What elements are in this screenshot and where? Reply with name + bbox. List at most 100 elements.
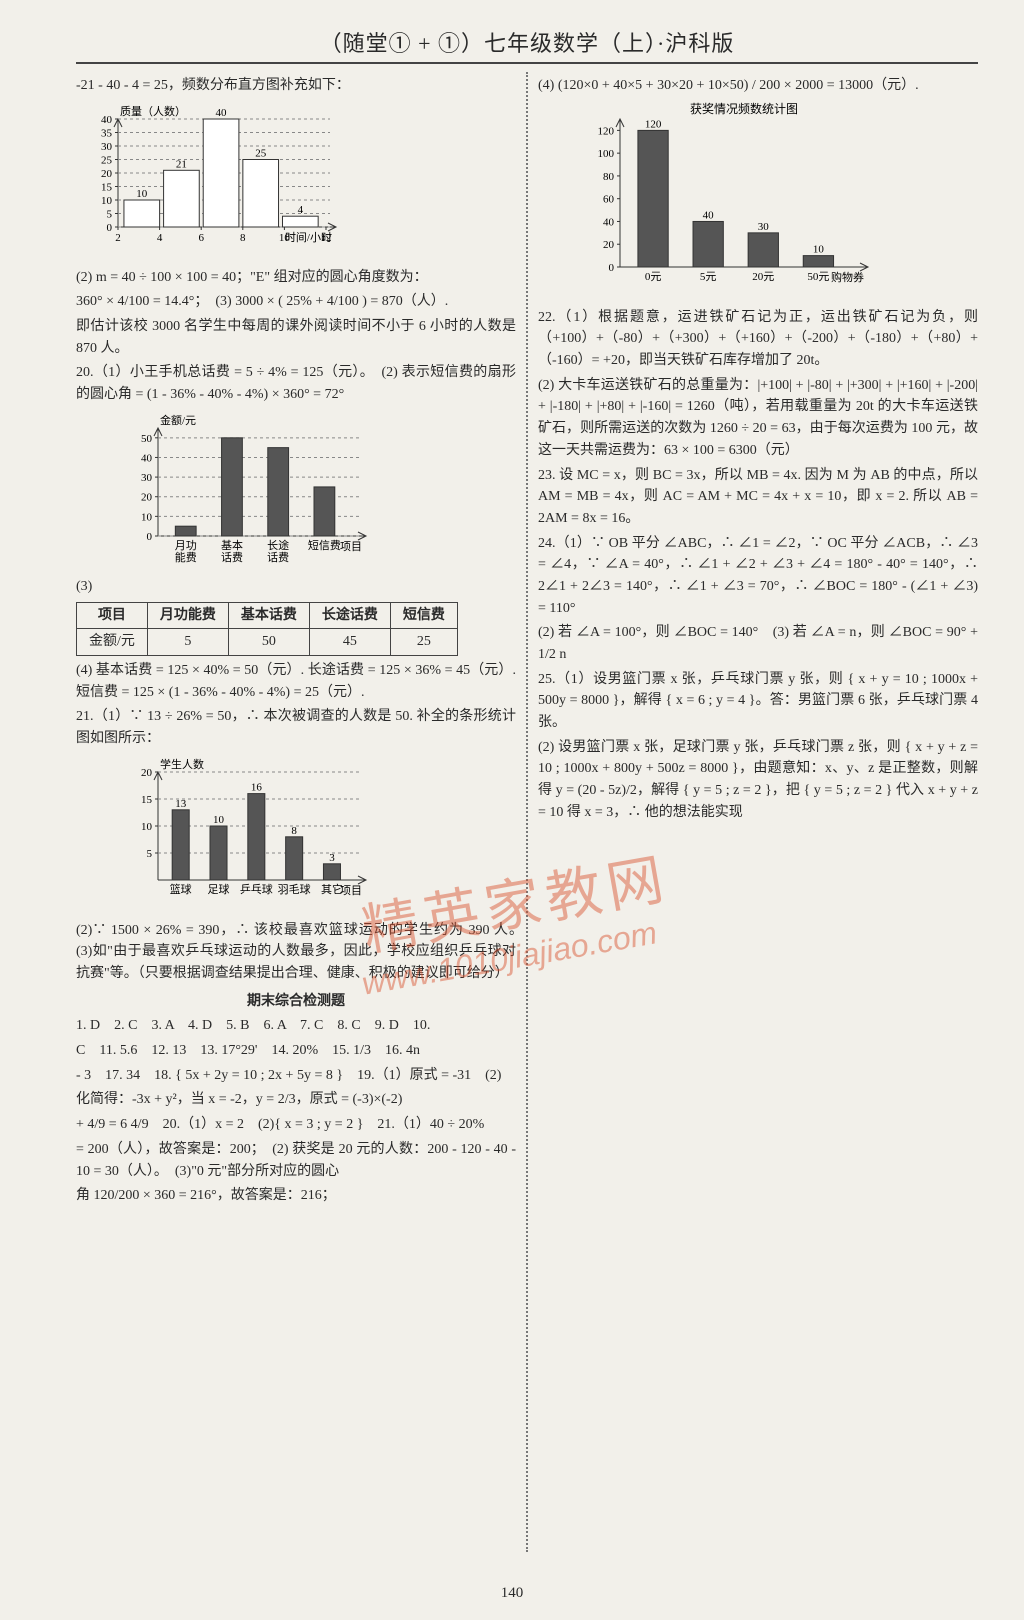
svg-text:基本: 基本 bbox=[221, 538, 243, 552]
right-column: (4) (120×0 + 40×5 + 30×20 + 10×50) / 200… bbox=[528, 72, 978, 1552]
text: (2)∵ 1500 × 26% = 390，∴ 该校最喜欢篮球运动的学生约为 3… bbox=[76, 920, 516, 985]
svg-text:120: 120 bbox=[645, 118, 662, 130]
svg-text:25: 25 bbox=[101, 154, 113, 166]
svg-text:30: 30 bbox=[101, 141, 113, 153]
text: 即估计该校 3000 名学生中每周的课外阅读时间不小于 6 小时的人数是 870… bbox=[76, 316, 516, 359]
svg-text:60: 60 bbox=[603, 193, 615, 205]
text: 24.（1）∵ OB 平分 ∠ABC，∴ ∠1 = ∠2，∵ OC 平分 ∠AC… bbox=[538, 533, 978, 620]
svg-text:项目: 项目 bbox=[340, 884, 362, 897]
final-answers: - 3 17. 34 18. { 5x + 2y = 10 ; 2x + 5y … bbox=[76, 1065, 516, 1087]
svg-text:5: 5 bbox=[147, 848, 153, 860]
svg-text:长途: 长途 bbox=[267, 538, 289, 552]
text: 25.（1）设男篮门票 x 张，乒乓球门票 y 张，则 { x + y = 10… bbox=[538, 669, 978, 734]
svg-text:足球: 足球 bbox=[208, 882, 230, 896]
text: (4) (120×0 + 40×5 + 30×20 + 10×50) / 200… bbox=[538, 75, 978, 97]
svg-text:40: 40 bbox=[603, 216, 615, 228]
svg-text:40: 40 bbox=[141, 452, 153, 464]
svg-text:话费: 话费 bbox=[267, 551, 289, 564]
svg-text:项目: 项目 bbox=[340, 540, 362, 553]
svg-text:2: 2 bbox=[115, 232, 121, 244]
table-header: 项目 bbox=[77, 602, 148, 629]
text: (2) 大卡车运送铁矿石的总重量为：|+100| + |-80| + |+300… bbox=[538, 375, 978, 462]
svg-text:40: 40 bbox=[101, 114, 113, 126]
svg-text:0: 0 bbox=[609, 262, 615, 274]
svg-text:30: 30 bbox=[141, 472, 153, 484]
final-answers: C 11. 5.6 12. 13 13. 17°29' 14. 20% 15. … bbox=[76, 1040, 516, 1062]
table-header: 月功能费 bbox=[147, 602, 228, 629]
svg-text:金额/元: 金额/元 bbox=[160, 413, 196, 427]
svg-text:120: 120 bbox=[598, 125, 615, 137]
svg-text:10: 10 bbox=[136, 188, 148, 200]
svg-text:0: 0 bbox=[107, 222, 113, 234]
svg-text:4: 4 bbox=[298, 204, 304, 216]
page-number: 140 bbox=[0, 1585, 1024, 1602]
svg-text:25: 25 bbox=[255, 147, 267, 159]
q3-label: (3) bbox=[76, 576, 516, 598]
text: (2) m = 40 ÷ 100 × 100 = 40；"E" 组对应的圆心角度… bbox=[76, 267, 516, 289]
svg-text:5元: 5元 bbox=[700, 271, 717, 283]
fee-table: 项目月功能费基本话费长途话费短信费金额/元5504525 bbox=[76, 602, 458, 656]
svg-text:16: 16 bbox=[251, 781, 263, 793]
bar-chart-3: 510152013篮球10足球16乒乓球8羽毛球3其它学生人数项目 bbox=[116, 754, 376, 914]
final-answers: + 4/9 = 6 4/9 20.（1）x = 2 (2){ x = 3 ; y… bbox=[76, 1114, 516, 1136]
histogram-chart-1: 051015202530354010214025424681012质量（人数）时… bbox=[76, 101, 346, 261]
svg-text:羽毛球: 羽毛球 bbox=[278, 882, 311, 896]
final-answers: 角 120/200 × 360 = 216°，故答案是：216； bbox=[76, 1185, 516, 1207]
svg-text:月功: 月功 bbox=[175, 539, 197, 552]
svg-text:获奖情况频数统计图: 获奖情况频数统计图 bbox=[690, 101, 798, 116]
svg-text:8: 8 bbox=[240, 232, 246, 244]
final-title: 期末综合检测题 bbox=[76, 991, 516, 1013]
table-row: 金额/元5504525 bbox=[77, 629, 458, 656]
svg-text:50元: 50元 bbox=[807, 271, 829, 283]
svg-text:40: 40 bbox=[703, 209, 715, 221]
svg-text:8: 8 bbox=[291, 824, 297, 836]
svg-text:乒乓球: 乒乓球 bbox=[240, 882, 273, 896]
text: -21 - 40 - 4 = 25，频数分布直方图补充如下： bbox=[76, 75, 516, 97]
page-title: （随堂① + ①）七年级数学（上）·沪科版 bbox=[76, 26, 978, 58]
text: 21.（1）∵ 13 ÷ 26% = 50，∴ 本次被调查的人数是 50. 补全… bbox=[76, 706, 516, 749]
svg-text:6: 6 bbox=[198, 232, 204, 244]
svg-text:30: 30 bbox=[758, 221, 770, 233]
bar-chart-4: 0204060801001201200元405元3020元1050元购物券获奖情… bbox=[578, 101, 878, 301]
svg-text:10: 10 bbox=[141, 821, 153, 833]
svg-text:5: 5 bbox=[107, 208, 113, 220]
svg-text:50: 50 bbox=[141, 433, 153, 445]
svg-text:质量（人数）: 质量（人数） bbox=[120, 105, 186, 118]
svg-text:80: 80 bbox=[603, 171, 615, 183]
svg-text:4: 4 bbox=[157, 232, 163, 244]
svg-text:20元: 20元 bbox=[752, 271, 774, 283]
bar-chart-2: 01020304050月功能费基本话费长途话费短信费金额/元项目 bbox=[116, 410, 376, 570]
svg-text:10: 10 bbox=[813, 243, 825, 255]
svg-text:购物券: 购物券 bbox=[831, 270, 864, 284]
svg-text:20: 20 bbox=[101, 168, 113, 180]
svg-text:10: 10 bbox=[141, 511, 153, 523]
svg-text:15: 15 bbox=[141, 794, 153, 806]
text: 20.（1）小王手机总话费 = 5 ÷ 4% = 125（元）。 (2) 表示短… bbox=[76, 362, 516, 405]
text: 22.（1）根据题意，运进铁矿石记为正，运出铁矿石记为负，则（+100）+（-8… bbox=[538, 307, 978, 372]
svg-text:20: 20 bbox=[141, 492, 153, 504]
svg-text:短信费: 短信费 bbox=[308, 538, 341, 552]
svg-text:篮球: 篮球 bbox=[170, 882, 192, 896]
text: 360° × 4/100 = 14.4°； (3) 3000 × ( 25% +… bbox=[76, 291, 516, 313]
svg-text:21: 21 bbox=[176, 158, 187, 170]
final-answers: 化简得：-3x + y²，当 x = -2，y = 2/3，原式 = (-3)×… bbox=[76, 1089, 516, 1111]
svg-text:15: 15 bbox=[101, 181, 113, 193]
table-header: 短信费 bbox=[390, 602, 457, 629]
table-header: 长途话费 bbox=[309, 602, 390, 629]
text: (2) 设男篮门票 x 张，足球门票 y 张，乒乓球门票 z 张，则 { x +… bbox=[538, 737, 978, 824]
svg-text:10: 10 bbox=[101, 195, 113, 207]
text: (2) 若 ∠A = 100°，则 ∠BOC = 140° (3) 若 ∠A =… bbox=[538, 622, 978, 665]
left-column: -21 - 40 - 4 = 25，频数分布直方图补充如下： 051015202… bbox=[76, 72, 526, 1552]
text: 23. 设 MC = x，则 BC = 3x，所以 MB = 4x. 因为 M … bbox=[538, 465, 978, 530]
title-rule bbox=[76, 62, 978, 64]
table-header: 基本话费 bbox=[228, 602, 309, 629]
svg-text:学生人数: 学生人数 bbox=[160, 757, 204, 771]
svg-text:能费: 能费 bbox=[175, 550, 197, 564]
svg-text:20: 20 bbox=[141, 767, 153, 779]
svg-text:35: 35 bbox=[101, 127, 113, 139]
svg-text:10: 10 bbox=[213, 814, 225, 826]
text: (4) 基本话费 = 125 × 40% = 50（元）. 长途话费 = 125… bbox=[76, 660, 516, 703]
svg-text:0: 0 bbox=[147, 531, 153, 543]
final-answers: = 200（人），故答案是：200； (2) 获奖是 20 元的人数：200 -… bbox=[76, 1139, 516, 1182]
svg-text:13: 13 bbox=[175, 797, 187, 809]
